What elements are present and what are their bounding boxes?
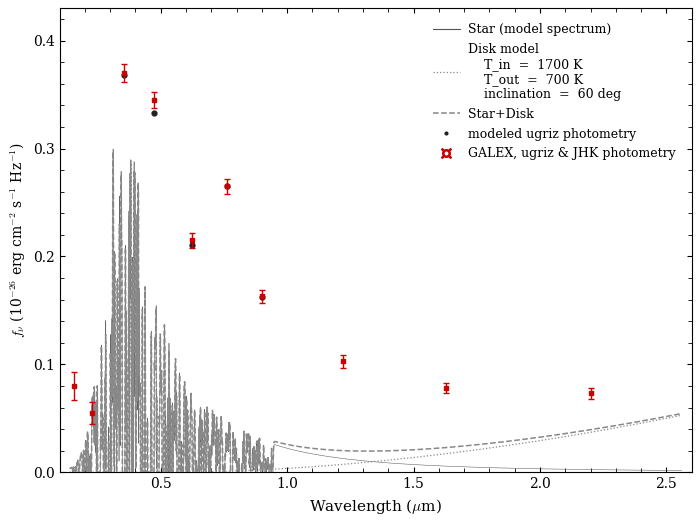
X-axis label: Wavelength ($\mu$m): Wavelength ($\mu$m) xyxy=(309,497,442,516)
Legend: Star (model spectrum), Disk model
    T_in  =  1700 K
    T_out  =  700 K
    in: Star (model spectrum), Disk model T_in =… xyxy=(429,19,679,164)
Y-axis label: $f_\nu$ (10$^{-26}$ erg cm$^{-2}$ s$^{-1}$ Hz$^{-1}$): $f_\nu$ (10$^{-26}$ erg cm$^{-2}$ s$^{-1… xyxy=(8,143,27,338)
